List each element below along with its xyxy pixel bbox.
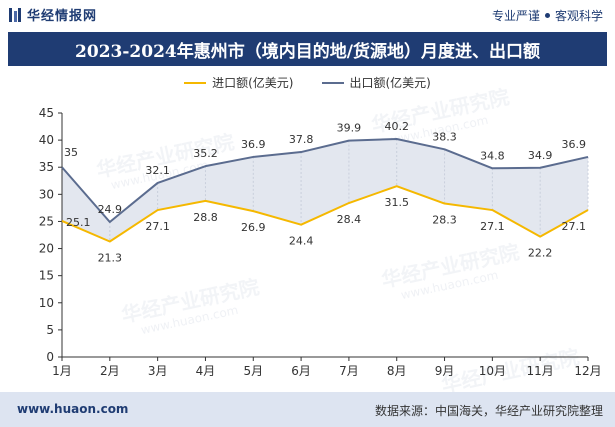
tagline: 专业严谨 客观科学 <box>492 7 603 24</box>
y-tick-label: 40 <box>39 133 54 147</box>
footer-source: 数据来源：中国海关，华经产业研究院整理 <box>374 404 603 418</box>
x-tick-label: 3月 <box>148 364 168 378</box>
y-tick-label: 20 <box>39 242 54 256</box>
y-tick-label: 0 <box>46 350 54 364</box>
export-data-label: 34.9 <box>528 149 553 162</box>
brand-name: 华经情报网 <box>27 9 98 24</box>
x-tick-label: 11月 <box>527 364 554 378</box>
legend-item-export[interactable]: 出口额(亿美元) <box>321 74 431 91</box>
x-tick-label: 12月 <box>574 364 601 378</box>
x-tick-label: 8月 <box>387 364 407 378</box>
export-data-label: 38.3 <box>432 130 457 143</box>
legend-label-export: 出口额(亿美元) <box>349 76 431 90</box>
range-band <box>62 139 588 242</box>
y-tick-label: 10 <box>39 296 54 310</box>
import-data-label: 27.1 <box>562 220 587 233</box>
separator-dot-icon <box>544 13 550 18</box>
import-data-label: 28.3 <box>432 214 457 227</box>
tagline-left: 专业严谨 <box>491 9 540 23</box>
y-tick-label: 30 <box>39 187 54 201</box>
logo-icon <box>9 7 21 22</box>
import-data-label: 28.8 <box>193 211 218 224</box>
import-data-label: 27.1 <box>480 220 505 233</box>
x-tick-label: 2月 <box>100 364 120 378</box>
export-data-label: 36.9 <box>241 138 266 151</box>
export-data-label: 36.9 <box>562 138 587 151</box>
x-tick-label: 7月 <box>339 364 359 378</box>
export-data-label: 35.2 <box>193 147 218 160</box>
x-tick-label: 10月 <box>479 364 506 378</box>
export-data-label: 34.8 <box>480 149 505 162</box>
import-series-line <box>61 185 589 243</box>
import-data-label: 22.2 <box>528 247 553 260</box>
legend-item-import[interactable]: 进口额(亿美元) <box>184 74 294 91</box>
export-data-label: 32.1 <box>145 164 170 177</box>
export-data-label: 24.9 <box>98 203 123 216</box>
x-tick-label: 1月 <box>52 364 72 378</box>
import-data-label: 25.1 <box>66 216 91 229</box>
x-tick-label: 4月 <box>196 364 216 378</box>
footer-website[interactable]: www.huaon.com <box>17 402 129 416</box>
top-bar: 华经情报网 专业严谨 客观科学 <box>0 0 615 28</box>
y-tick-label: 15 <box>39 269 54 283</box>
x-tick-label: 5月 <box>243 364 263 378</box>
import-data-label: 28.4 <box>337 213 362 226</box>
export-data-label: 40.2 <box>384 120 409 133</box>
export-series-line <box>61 138 589 223</box>
legend-label-import: 进口额(亿美元) <box>212 76 294 90</box>
title-band: 2023-2024年惠州市（境内目的地/货源地）月度进、出口额 <box>8 32 607 66</box>
legend-swatch-export <box>321 81 344 84</box>
y-tick-label: 5 <box>46 323 54 337</box>
legend: 进口额(亿美元) 出口额(亿美元) <box>0 74 615 91</box>
footer: www.huaon.com 数据来源：中国海关，华经产业研究院整理 <box>0 392 615 427</box>
tagline-right: 客观科学 <box>554 9 603 23</box>
chart-title: 2023-2024年惠州市（境内目的地/货源地）月度进、出口额 <box>75 41 540 62</box>
export-data-label: 35 <box>64 146 78 159</box>
legend-swatch-import <box>184 81 207 84</box>
export-data-label: 39.9 <box>337 122 362 135</box>
import-data-label: 26.9 <box>241 221 266 234</box>
import-data-label: 31.5 <box>384 196 409 209</box>
x-tick-label: 6月 <box>291 364 311 378</box>
y-tick-label: 35 <box>39 160 54 174</box>
y-tick-label: 45 <box>39 106 54 120</box>
export-data-label: 37.8 <box>289 133 314 146</box>
y-tick-label: 25 <box>39 214 54 228</box>
import-data-label: 24.4 <box>289 235 314 248</box>
x-tick-label: 9月 <box>435 364 455 378</box>
brand[interactable]: 华经情报网 <box>8 5 97 24</box>
import-data-label: 27.1 <box>145 220 170 233</box>
import-data-label: 21.3 <box>98 252 123 265</box>
